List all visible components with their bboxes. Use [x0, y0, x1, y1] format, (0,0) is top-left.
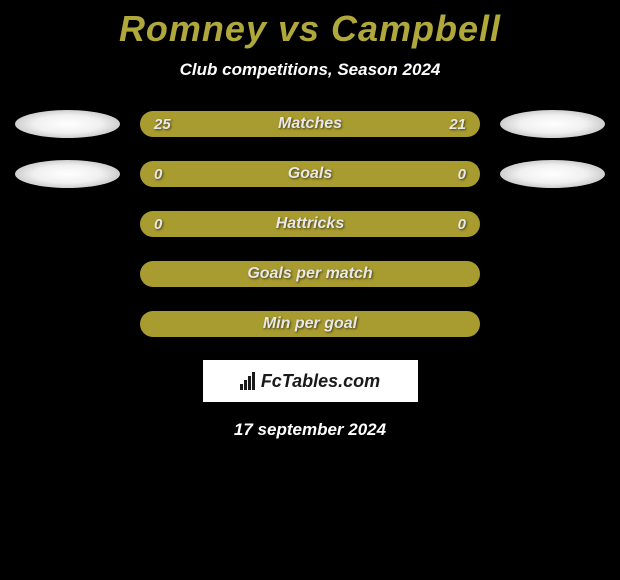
stat-value-right: 21: [449, 116, 466, 133]
stat-row-hattricks: 0 Hattricks 0: [0, 210, 620, 238]
right-ellipse-icon: [500, 160, 605, 188]
stat-bar: 25 Matches 21: [140, 111, 480, 137]
date-text: 17 september 2024: [0, 420, 620, 440]
stat-row-matches: 25 Matches 21: [0, 110, 620, 138]
stat-bar: 0 Goals 0: [140, 161, 480, 187]
page-title: Romney vs Campbell: [0, 8, 620, 50]
stat-bar: Min per goal: [140, 311, 480, 337]
stat-value-left: 0: [154, 216, 162, 233]
stat-label: Matches: [278, 115, 342, 133]
stat-row-goals-per-match: Goals per match: [0, 260, 620, 288]
stat-value-left: 25: [154, 116, 171, 133]
stat-bar: Goals per match: [140, 261, 480, 287]
stat-value-left: 0: [154, 166, 162, 183]
stat-value-right: 0: [458, 216, 466, 233]
stat-label: Hattricks: [276, 215, 344, 233]
stat-bar: 0 Hattricks 0: [140, 211, 480, 237]
stat-value-right: 0: [458, 166, 466, 183]
left-ellipse-icon: [15, 160, 120, 188]
stat-row-goals: 0 Goals 0: [0, 160, 620, 188]
infographic-container: Romney vs Campbell Club competitions, Se…: [0, 0, 620, 440]
logo-text: FcTables.com: [261, 371, 380, 392]
chart-icon: [240, 372, 255, 390]
right-ellipse-icon: [500, 110, 605, 138]
stat-label: Goals: [288, 165, 332, 183]
subtitle: Club competitions, Season 2024: [0, 60, 620, 80]
stat-label: Min per goal: [263, 315, 357, 333]
stat-row-min-per-goal: Min per goal: [0, 310, 620, 338]
stat-label: Goals per match: [247, 265, 372, 283]
left-ellipse-icon: [15, 110, 120, 138]
logo-box: FcTables.com: [203, 360, 418, 402]
